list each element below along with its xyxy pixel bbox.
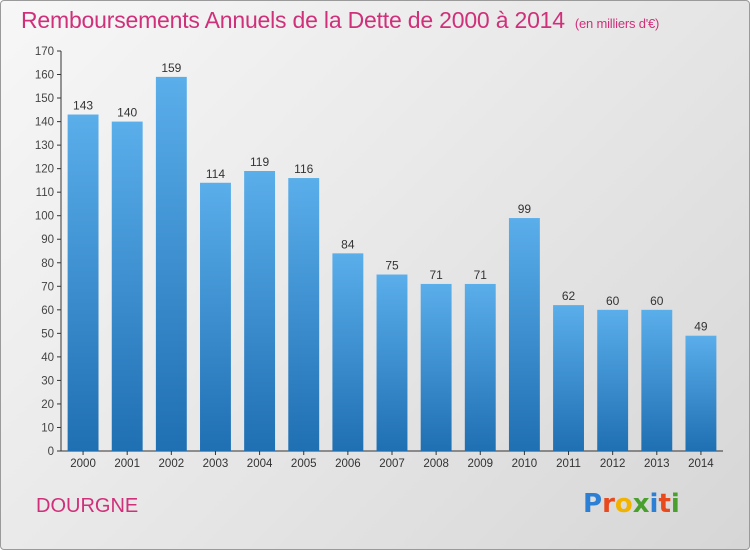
chart-title-text: Remboursements Annuels de la Dette de 20… xyxy=(21,7,565,33)
logo-letter: x xyxy=(632,489,650,519)
y-tick-label: 60 xyxy=(41,305,54,317)
y-tick-label: 90 xyxy=(41,234,54,246)
logo-letter: r xyxy=(602,489,615,519)
x-tick-label-2004: 2004 xyxy=(247,458,273,470)
bar-2011 xyxy=(553,305,584,451)
bar-2007 xyxy=(376,274,408,451)
bar-2002 xyxy=(155,76,187,451)
bar-2008 xyxy=(420,283,452,451)
x-tick-label-2008: 2008 xyxy=(423,458,449,470)
bar-2004 xyxy=(244,171,276,451)
x-tick-label-2013: 2013 xyxy=(644,458,670,470)
place-name: DOURGNE xyxy=(36,495,139,517)
data-label-2002: 159 xyxy=(161,61,181,75)
data-label-2006: 84 xyxy=(341,237,355,251)
data-label-2012: 60 xyxy=(606,294,620,308)
y-tick-label: 30 xyxy=(41,375,54,387)
chart-unit: (en milliers d'€) xyxy=(574,16,660,31)
bar-2006 xyxy=(332,253,364,451)
y-tick-label: 50 xyxy=(41,328,54,340)
bar-2001 xyxy=(111,121,143,452)
data-label-2008: 71 xyxy=(429,268,443,282)
x-tick-label-2014: 2014 xyxy=(688,458,714,470)
y-tick-label: 170 xyxy=(35,46,54,58)
data-label-2007: 75 xyxy=(385,259,399,273)
y-tick-label: 100 xyxy=(35,211,54,223)
y-tick-label: 120 xyxy=(35,164,54,176)
y-tick-label: 40 xyxy=(41,352,54,364)
data-label-2003: 114 xyxy=(206,167,225,181)
data-label-2000: 143 xyxy=(73,99,93,113)
logo-letter: i xyxy=(670,489,680,519)
data-label-2014: 49 xyxy=(694,320,708,334)
x-tick-label-2001: 2001 xyxy=(114,458,140,470)
bar-2003 xyxy=(200,182,231,451)
logo-letter: i xyxy=(649,489,659,519)
x-tick-label-2007: 2007 xyxy=(379,458,405,470)
y-tick-label: 140 xyxy=(35,117,54,129)
bar-2000 xyxy=(67,114,99,451)
bar-2009 xyxy=(464,283,496,451)
proxiti-logo: Proxiti xyxy=(583,489,680,519)
y-tick-label: 150 xyxy=(35,93,54,105)
data-label-2005: 116 xyxy=(294,162,313,176)
x-tick-label-2003: 2003 xyxy=(203,458,229,470)
y-tick-label: 10 xyxy=(41,422,54,434)
x-tick-label-2006: 2006 xyxy=(335,458,361,470)
y-tick-label: 80 xyxy=(41,258,54,270)
y-tick-label: 110 xyxy=(36,187,54,199)
data-label-2013: 60 xyxy=(650,294,664,308)
bar-2005 xyxy=(288,178,320,451)
bar-2012 xyxy=(597,309,629,451)
x-tick-label-2009: 2009 xyxy=(467,458,493,470)
y-tick-label: 20 xyxy=(41,399,54,411)
data-label-2001: 140 xyxy=(117,106,137,120)
bar-2014 xyxy=(685,335,717,451)
x-tick-label-2012: 2012 xyxy=(600,458,626,470)
chart-title: Remboursements Annuels de la Dette de 20… xyxy=(21,7,659,34)
logo-letter: P xyxy=(583,489,603,519)
data-label-2010: 99 xyxy=(518,202,532,216)
data-label-2009: 71 xyxy=(474,268,488,282)
data-label-2004: 119 xyxy=(250,155,269,169)
bar-2013 xyxy=(641,309,673,451)
x-tick-label-2000: 2000 xyxy=(70,458,96,470)
y-tick-label: 130 xyxy=(35,140,54,152)
x-tick-label-2002: 2002 xyxy=(159,458,185,470)
y-tick-label: 0 xyxy=(48,446,54,458)
logo-letter: o xyxy=(614,489,633,519)
bar-2010 xyxy=(508,218,540,451)
data-label-2011: 62 xyxy=(562,289,576,303)
y-tick-label: 160 xyxy=(35,70,54,82)
logo-letter: t xyxy=(658,489,671,519)
y-tick-label: 70 xyxy=(41,281,54,293)
x-tick-label-2005: 2005 xyxy=(291,458,317,470)
x-tick-label-2010: 2010 xyxy=(512,458,538,470)
x-tick-label-2011: 2011 xyxy=(556,458,581,470)
